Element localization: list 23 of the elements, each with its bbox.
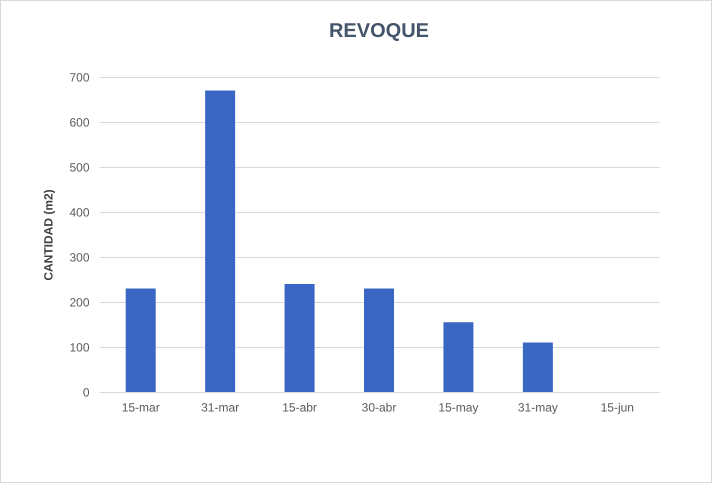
- y-tick-label: 600: [69, 116, 90, 130]
- bar: [522, 342, 553, 392]
- bar: [126, 288, 156, 392]
- x-tick-label: 15-mar: [122, 400, 160, 414]
- y-tick-label: 200: [69, 296, 90, 310]
- y-tick-label: 300: [69, 250, 90, 264]
- y-axis-title: CANTIDAD (m2): [41, 189, 56, 281]
- bar: [205, 90, 236, 392]
- x-tick-label: 15-may: [438, 400, 478, 414]
- bar: [364, 288, 394, 392]
- x-tick-label: 15-abr: [282, 400, 317, 414]
- bar: [284, 284, 315, 392]
- y-tick-label: 700: [69, 70, 90, 84]
- bar: [443, 322, 474, 392]
- x-tick-label: 31-may: [518, 400, 558, 414]
- y-tick-label: 500: [69, 160, 90, 174]
- chart-title: REVOQUE: [328, 20, 430, 42]
- x-tick-label: 15-jun: [600, 400, 634, 414]
- x-tick-label: 31-mar: [201, 400, 240, 414]
- y-tick-label: 100: [69, 340, 90, 354]
- y-tick-label: 400: [69, 206, 90, 220]
- y-tick-label: 0: [82, 386, 90, 400]
- x-tick-label: 30-abr: [362, 400, 396, 414]
